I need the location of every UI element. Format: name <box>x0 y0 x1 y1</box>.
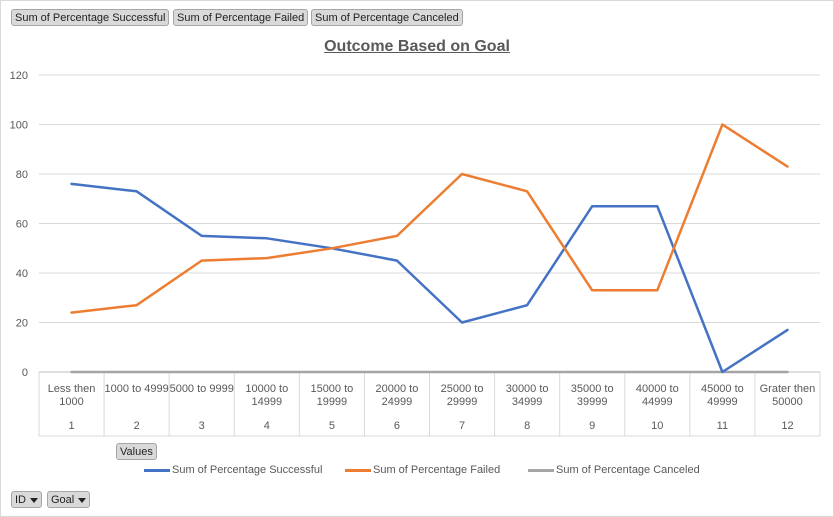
x-id-label: 10 <box>651 420 663 432</box>
x-tick-label: 29999 <box>447 396 478 408</box>
x-tick-label: 1000 to 4999 <box>105 383 169 395</box>
y-tick-label: 0 <box>22 367 28 379</box>
x-id-label: 4 <box>264 420 270 432</box>
x-tick-label: 49999 <box>707 396 738 408</box>
x-tick-label: Less then <box>48 383 96 395</box>
x-id-label: 12 <box>781 420 793 432</box>
x-tick-label: Grater then <box>760 383 816 395</box>
y-tick-label: 80 <box>16 169 28 181</box>
dropdown-arrow-icon <box>30 497 38 503</box>
x-tick-label: 44999 <box>642 396 673 408</box>
x-tick-label: 34999 <box>512 396 543 408</box>
x-tick-label: 25000 to <box>441 383 484 395</box>
x-id-label: 5 <box>329 420 335 432</box>
series-line-successful <box>70 182 789 374</box>
x-tick-label: 50000 <box>772 396 803 408</box>
chart-title: Outcome Based on Goal <box>324 38 510 55</box>
legend-swatch-canceled <box>528 469 554 472</box>
x-tick-label: 39999 <box>577 396 608 408</box>
field-button-successful[interactable]: Sum of Percentage Successful <box>11 9 170 26</box>
series-line-failed <box>70 123 789 314</box>
field-button-canceled[interactable]: Sum of Percentage Canceled <box>311 9 463 26</box>
legend-swatch-successful <box>144 469 170 472</box>
x-id-label: 9 <box>589 420 595 432</box>
legend-label-successful: Sum of Percentage Successful <box>172 464 323 476</box>
filter-goal-label: Goal <box>51 494 75 506</box>
legend-label-failed: Sum of Percentage Failed <box>373 464 501 476</box>
x-id-label: 11 <box>717 420 728 432</box>
y-tick-label: 120 <box>10 70 28 82</box>
x-tick-label: 10000 to <box>245 383 288 395</box>
x-id-label: 1 <box>68 420 74 432</box>
filter-id-label: ID <box>15 494 26 506</box>
dropdown-arrow-icon <box>78 497 87 503</box>
x-tick-label: 5000 to 9999 <box>170 383 234 395</box>
filter-dropdown-id[interactable]: ID <box>11 491 42 508</box>
x-tick-label: 40000 to <box>636 383 679 395</box>
x-tick-label: 45000 to <box>701 383 744 395</box>
x-tick-label: 30000 to <box>506 383 549 395</box>
x-id-label: 2 <box>134 420 140 432</box>
filter-dropdown-goal[interactable]: Goal <box>47 491 91 508</box>
x-tick-label: 15000 to <box>310 383 353 395</box>
x-id-label: 6 <box>394 420 400 432</box>
x-id-label: 3 <box>199 420 205 432</box>
legend-swatch-failed <box>345 469 371 472</box>
x-tick-label: 24999 <box>382 396 413 408</box>
chart-title-wrap: Outcome Based on Goal <box>0 38 834 56</box>
legend-label-canceled: Sum of Percentage Canceled <box>556 464 700 476</box>
y-tick-label: 40 <box>16 268 28 280</box>
x-id-label: 7 <box>459 420 465 432</box>
field-button-failed[interactable]: Sum of Percentage Failed <box>173 9 309 26</box>
x-tick-label: 14999 <box>251 396 282 408</box>
x-tick-label: 19999 <box>317 396 348 408</box>
x-id-label: 8 <box>524 420 530 432</box>
y-tick-label: 60 <box>16 219 28 231</box>
y-tick-label: 100 <box>10 120 28 132</box>
field-button-values[interactable]: Values <box>116 443 157 460</box>
x-tick-label: 20000 to <box>376 383 419 395</box>
y-tick-label: 20 <box>16 318 28 330</box>
x-tick-label: 35000 to <box>571 383 614 395</box>
x-tick-label: 1000 <box>59 396 83 408</box>
